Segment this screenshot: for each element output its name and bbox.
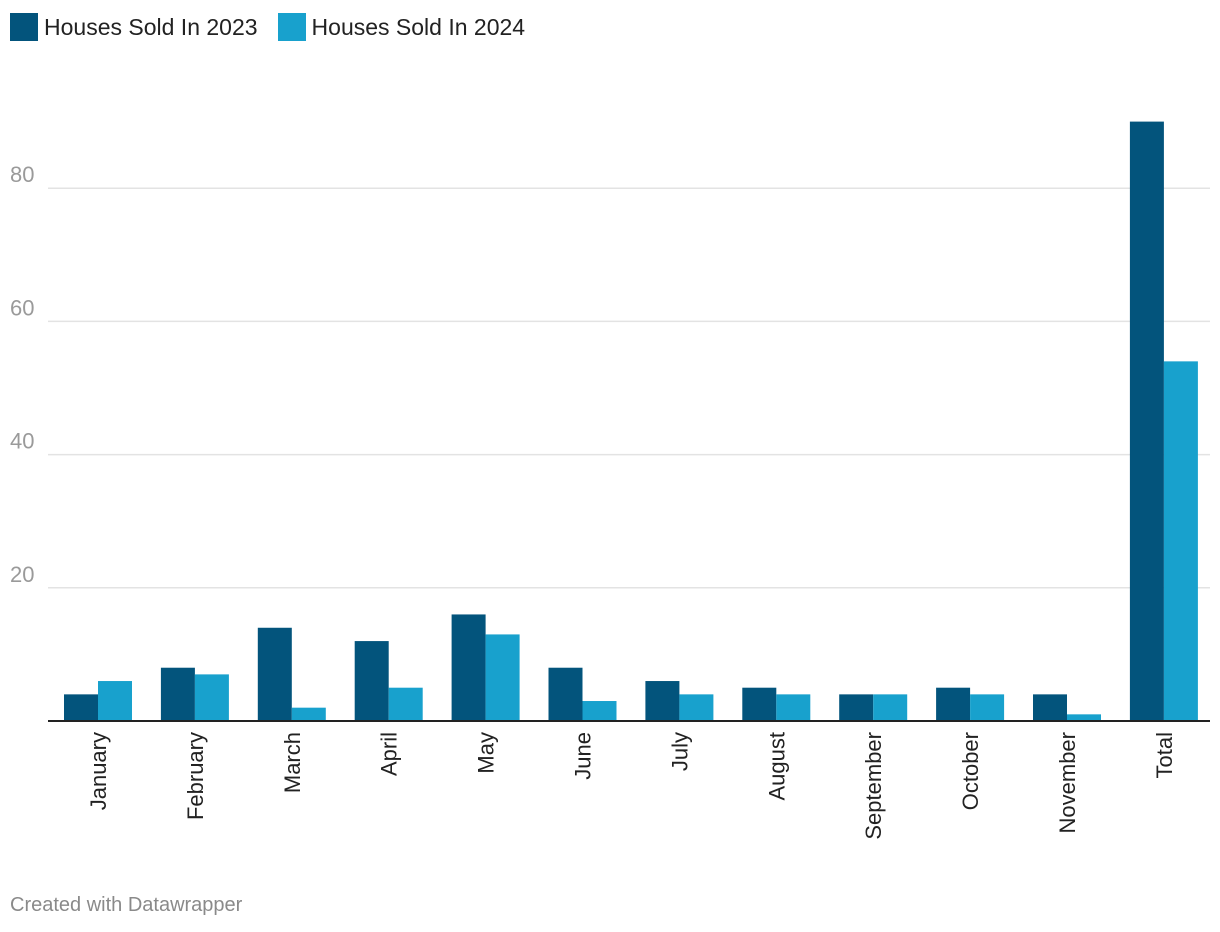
legend-label-2023: Houses Sold In 2023	[44, 13, 258, 40]
bar-october-2024	[970, 694, 1005, 721]
bar-june-2024	[582, 701, 617, 721]
bar-march-2024	[291, 707, 326, 721]
x-tick-label-march: March	[280, 732, 305, 793]
y-tick-label-60: 60	[10, 295, 34, 320]
x-tick-label-november: November	[1055, 732, 1080, 833]
x-tick-label-september: September	[861, 732, 886, 840]
bar-september-2023	[839, 694, 874, 721]
bar-total-2023	[1129, 121, 1164, 722]
x-tick-label-may: May	[474, 732, 499, 774]
bar-april-2024	[388, 687, 423, 721]
bar-november-2023	[1033, 694, 1067, 721]
bar-november-2024	[1067, 714, 1101, 721]
bar-january-2024	[98, 681, 132, 721]
x-tick-label-august: August	[764, 732, 789, 801]
bar-may-2023	[451, 614, 486, 721]
bar-august-2023	[742, 687, 777, 721]
bar-may-2024	[485, 634, 520, 721]
x-tick-label-june: June	[571, 732, 596, 780]
legend-label-2024: Houses Sold In 2024	[311, 13, 526, 40]
legend-item-2024: Houses Sold In 2024	[277, 13, 526, 41]
y-tick-label-40: 40	[10, 429, 34, 454]
legend-swatch-2023	[10, 13, 38, 41]
chart-legend: Houses Sold In 2023 Houses Sold In 2024	[10, 12, 525, 42]
x-tick-label-total: Total	[1152, 732, 1177, 778]
bar-march-2023	[257, 627, 292, 721]
y-tick-label-80: 80	[10, 162, 34, 187]
y-tick-label-20: 20	[10, 562, 34, 587]
bar-july-2024	[679, 694, 714, 721]
bar-april-2023	[354, 641, 389, 721]
footer-credit: Created with Datawrapper	[10, 894, 243, 916]
legend-swatch-2024	[277, 13, 306, 41]
bar-august-2024	[776, 694, 811, 721]
bar-february-2024	[194, 674, 229, 721]
bar-july-2023	[645, 681, 680, 721]
bar-total-2024	[1163, 361, 1198, 721]
bar-january-2023	[64, 694, 98, 721]
x-tick-label-july: July	[667, 732, 692, 771]
x-tick-label-january: January	[86, 732, 111, 810]
bar-september-2024	[873, 694, 908, 721]
x-tick-label-april: April	[377, 732, 402, 776]
x-tick-label-october: October	[958, 732, 983, 810]
bar-february-2023	[160, 667, 195, 721]
bar-june-2023	[548, 667, 583, 721]
x-tick-label-february: February	[183, 732, 208, 820]
legend-item-2023: Houses Sold In 2023	[10, 13, 258, 41]
bar-october-2023	[936, 687, 971, 721]
